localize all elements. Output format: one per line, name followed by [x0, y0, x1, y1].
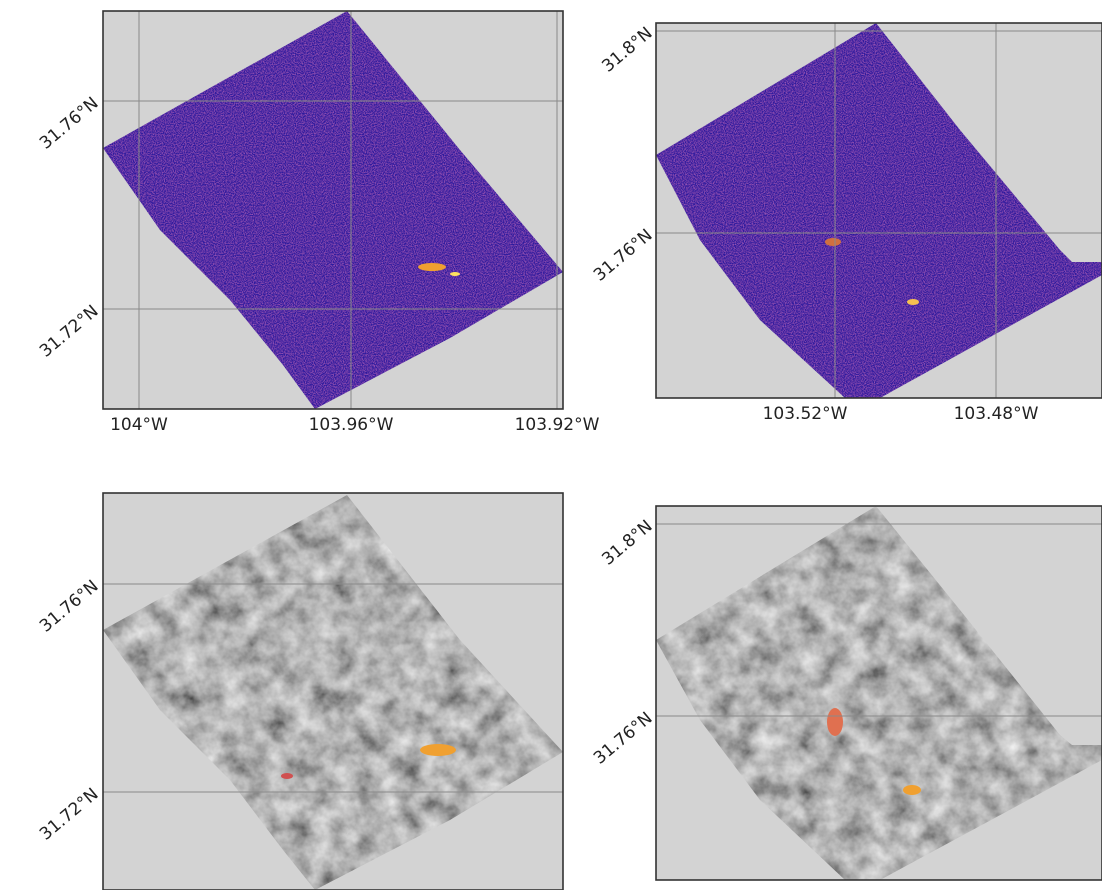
lat-label: 31.8°N — [598, 516, 656, 569]
lat-label: 31.72°N — [36, 301, 102, 361]
map-panel: 31.8°N 31.76°N — [590, 506, 1102, 880]
plume — [420, 744, 456, 756]
page: {"panels": [ {"lat_labels": ["31.76°N", … — [0, 0, 1102, 890]
lon-label: 103.96°W — [309, 415, 394, 435]
lon-label: 104°W — [110, 415, 168, 435]
lat-label: 31.76°N — [36, 576, 102, 636]
lon-label: 103.52°W — [763, 404, 848, 424]
lat-label: 31.8°N — [598, 23, 656, 76]
figure: 31.76°N 31.72°N 104°W 103.96°W 103.92°W … — [0, 0, 1102, 890]
map-panel: 31.8°N 31.76°N 103.52°W 103.48°W — [590, 23, 1102, 424]
lat-label: 31.76°N — [590, 708, 656, 768]
lat-label: 31.76°N — [36, 93, 102, 153]
plume — [825, 238, 841, 246]
lat-label: 31.76°N — [590, 225, 656, 285]
map-panel: 31.76°N 31.72°N — [36, 493, 563, 890]
plume — [903, 785, 921, 795]
plume — [450, 272, 460, 276]
lon-label: 103.92°W — [515, 415, 600, 435]
lat-label: 31.72°N — [36, 784, 102, 844]
plume — [281, 773, 293, 779]
plume — [418, 263, 446, 271]
lon-label: 103.48°W — [954, 404, 1039, 424]
plume — [907, 299, 919, 305]
plume — [827, 708, 843, 736]
map-panel: 31.76°N 31.72°N 104°W 103.96°W 103.92°W — [36, 11, 600, 435]
